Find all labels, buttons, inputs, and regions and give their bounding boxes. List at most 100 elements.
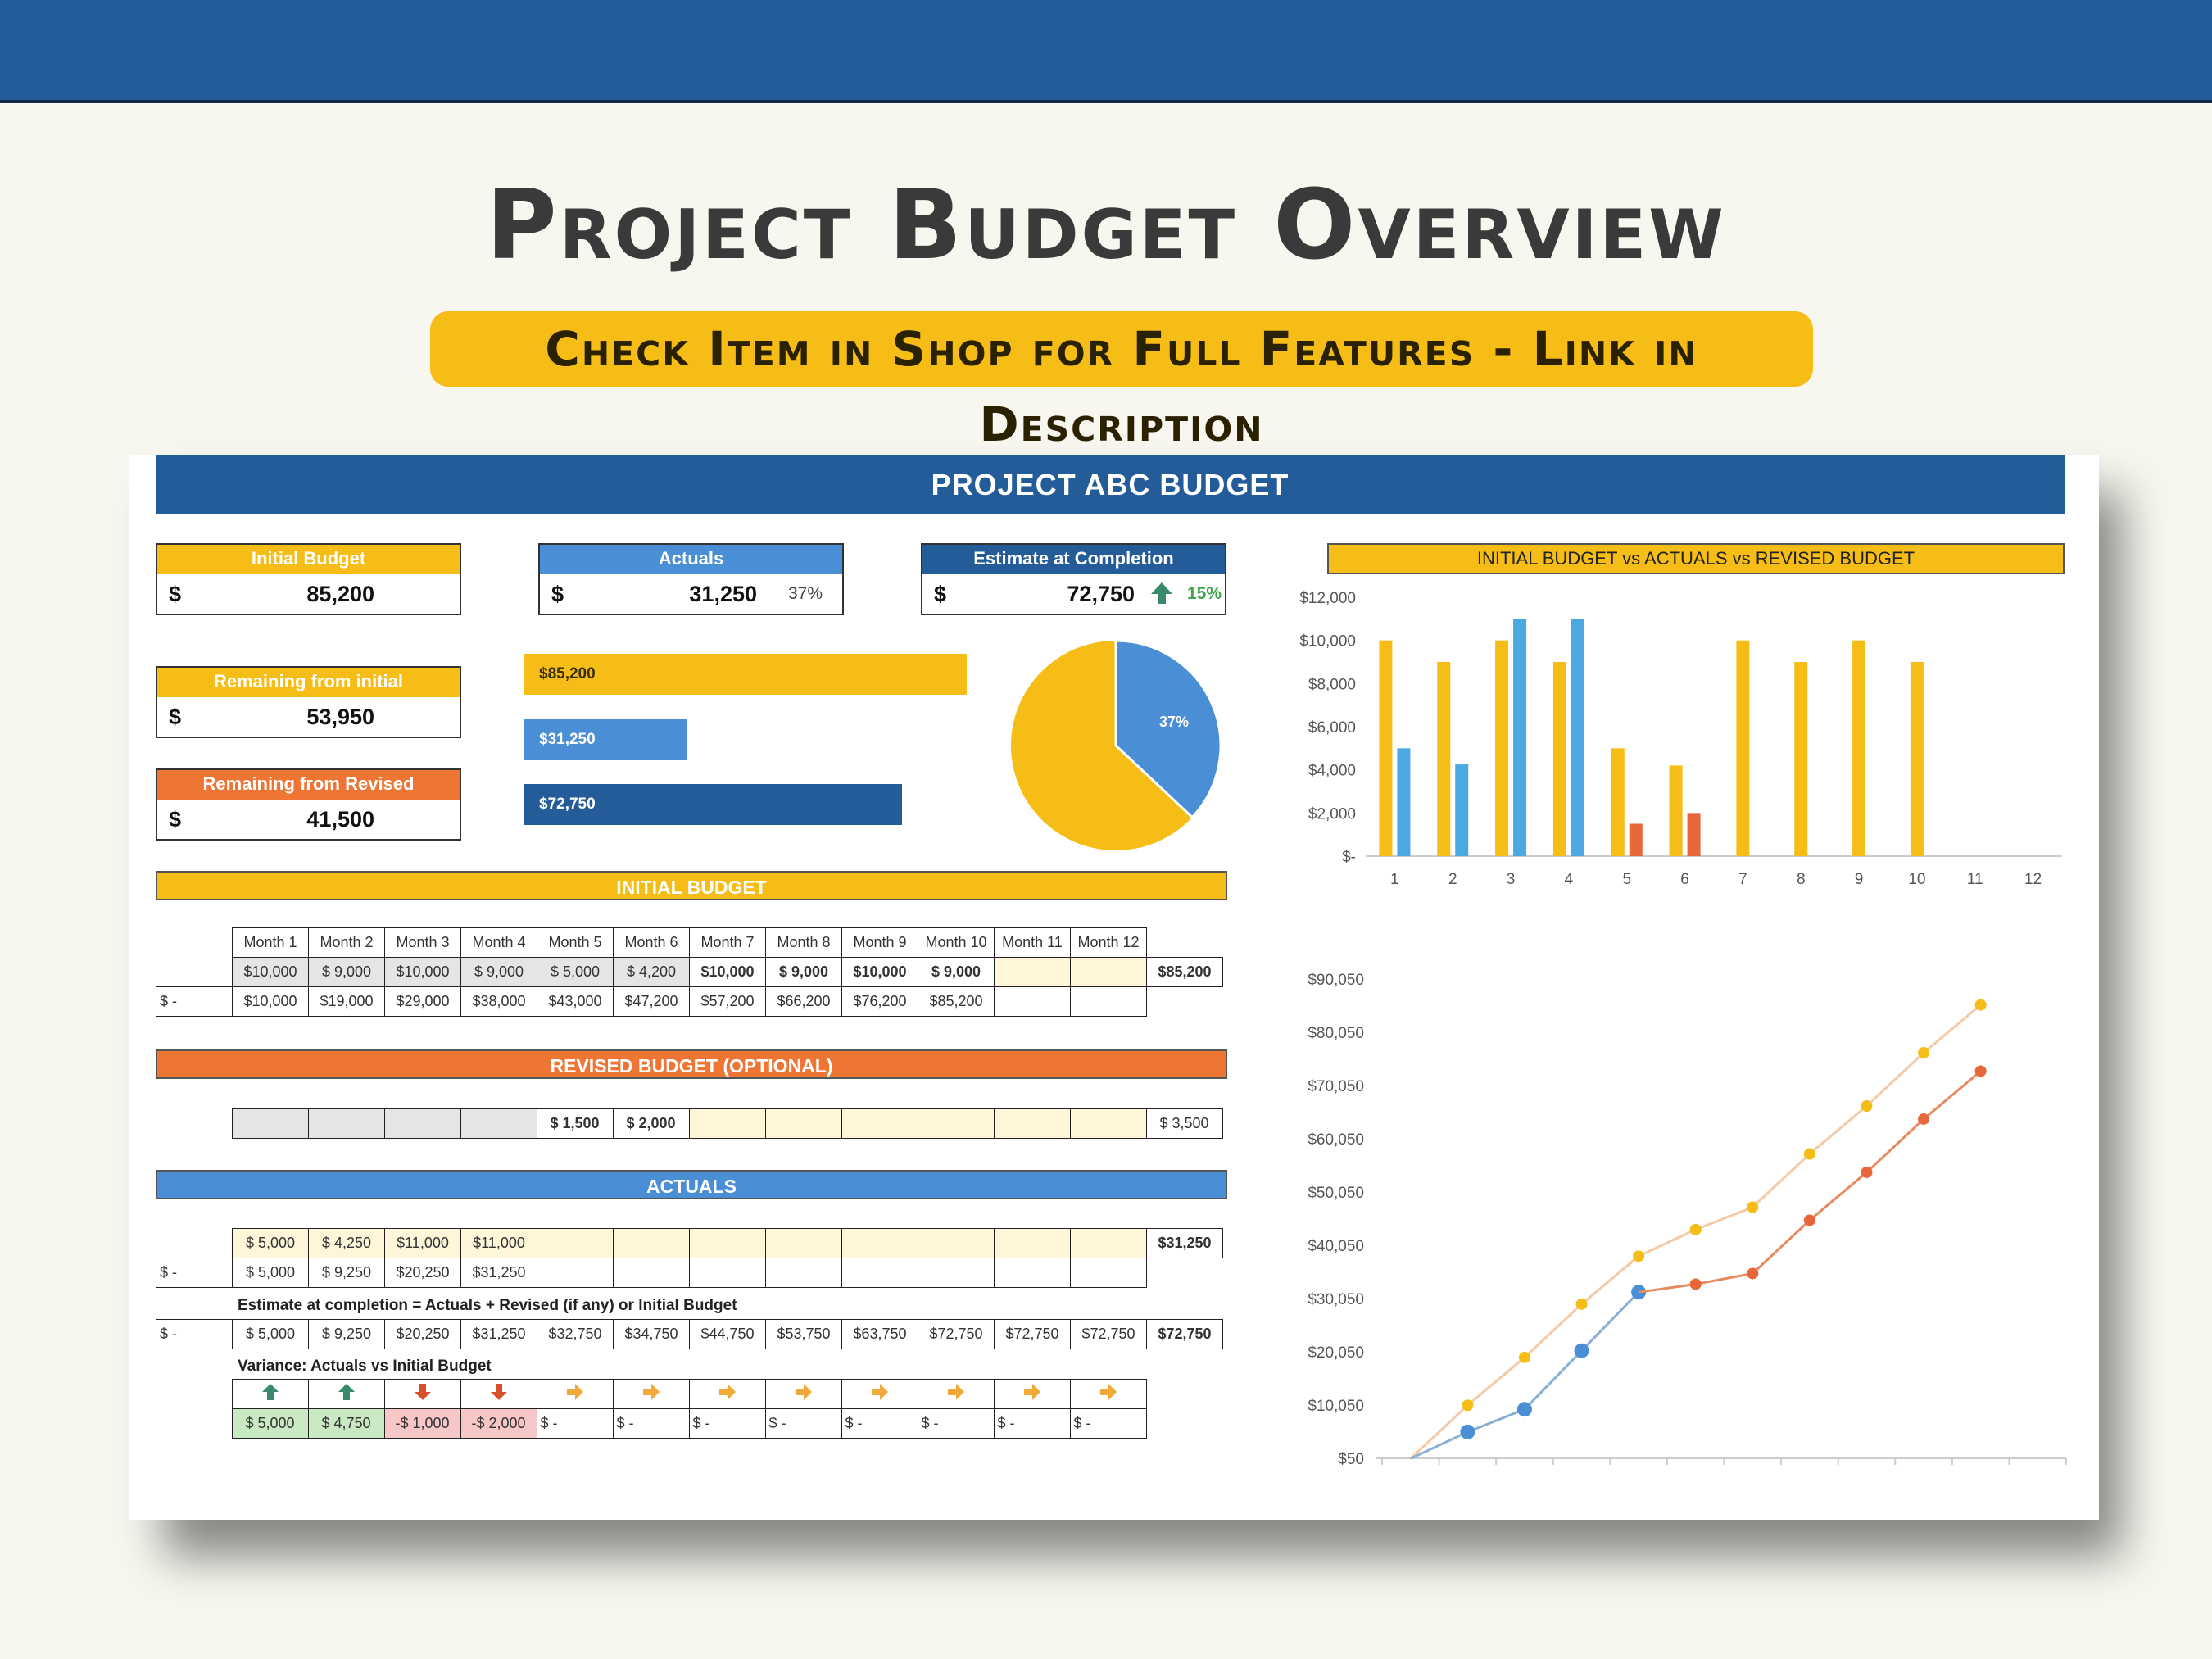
bar-initial-budget <box>1669 765 1683 856</box>
revised-cell <box>841 1108 918 1139</box>
arrow-right-icon <box>688 1379 766 1409</box>
data-point <box>1861 1100 1873 1113</box>
y-tick-label: $12,000 <box>1299 590 1356 607</box>
cumulative-cell <box>1070 986 1147 1017</box>
bar-initial-budget <box>1611 748 1625 856</box>
cumulative-cell <box>994 986 1071 1017</box>
spacer-cell <box>156 958 233 987</box>
bar-actuals <box>1397 748 1411 856</box>
total-cell: $31,250 <box>1146 1228 1223 1258</box>
currency: $ <box>169 705 182 729</box>
bar-initial-budget <box>1736 640 1750 856</box>
y-tick-label: $80,050 <box>1308 1025 1364 1042</box>
table-row: Month 1 Month 2 Month 3 Month 4 Month 5 Month… <box>156 927 1223 958</box>
arrow-right-icon <box>917 1379 995 1409</box>
cumulative-cell <box>537 1258 614 1288</box>
cumulative-cell <box>765 1258 842 1288</box>
currency: $ <box>934 582 947 606</box>
cumulative-cell: $29,000 <box>384 986 461 1017</box>
bar-initial-budget <box>1437 662 1451 856</box>
data-point <box>1689 1278 1702 1290</box>
data-point <box>1918 1047 1930 1059</box>
cumulative-cell: $ 9,250 <box>308 1258 385 1288</box>
data-point <box>1575 1298 1588 1310</box>
month-header: Month 6 <box>613 927 690 958</box>
arrow-right-icon <box>993 1379 1071 1409</box>
budget-cell: $10,000 <box>232 957 309 987</box>
data-point <box>1689 1223 1702 1235</box>
table-row: $ - $10,000 $19,000 $29,000 $38,000 $43,000 $4… <box>156 986 1223 1017</box>
month-header: Month 11 <box>994 927 1071 958</box>
promo-banner[interactable]: Check Item in Shop for Full Features - L… <box>430 311 1813 452</box>
series-line <box>1638 1070 1982 1294</box>
bar-actuals <box>1455 764 1469 856</box>
cumulative-cell <box>689 1258 766 1288</box>
budget-cell <box>1070 957 1147 987</box>
eac-note: Estimate at completion = Actuals + Revis… <box>238 1297 737 1314</box>
arrow-up-icon <box>307 1379 385 1409</box>
cumulative-cell <box>994 1258 1071 1288</box>
arrow-up-icon <box>231 1379 309 1409</box>
cumulative-line-chart: $50 $10,050 $20,050 $30,050 $40,050 $50,050 $6… <box>1308 972 2067 1468</box>
cumulative-cell: $31,250 <box>460 1258 537 1288</box>
section-revised-budget: REVISED BUDGET (OPTIONAL) <box>156 1049 1227 1079</box>
comparison-bar: $72,750 <box>524 784 902 825</box>
budget-cell: $ 5,000 <box>537 957 614 987</box>
total-cell: $ 3,500 <box>1145 1108 1223 1139</box>
actual-cell <box>1070 1228 1147 1258</box>
eac-cell: $72,750 <box>994 1319 1071 1349</box>
data-point <box>1861 1166 1873 1178</box>
eac-cell: $44,750 <box>689 1319 766 1349</box>
series-line <box>1410 1291 1640 1460</box>
variance-cell: $ - <box>917 1408 995 1439</box>
spacer-cell <box>156 928 233 958</box>
pie-label: 37% <box>1159 714 1189 730</box>
revised-cell <box>917 1108 995 1139</box>
variance-cell: $ - <box>612 1408 690 1439</box>
bar-initial-budget <box>1379 640 1393 856</box>
spacer-cell <box>156 1409 232 1439</box>
data-point <box>1574 1343 1589 1358</box>
table-row: $ - $ 5,000 $ 9,250 $20,250 $31,250 <box>156 1258 1223 1288</box>
x-tick-label: 12 <box>2024 871 2042 888</box>
budget-cell: $ 4,200 <box>613 957 690 987</box>
actual-cell <box>537 1228 614 1258</box>
data-point <box>1974 999 1987 1011</box>
revised-cell <box>383 1108 461 1139</box>
month-header: Month 7 <box>689 927 766 958</box>
card-initial-budget: Initial Budget $85,200 <box>156 543 461 615</box>
y-tick-label: $90,050 <box>1308 972 1364 989</box>
card-percent: 37% <box>787 584 823 603</box>
card-value: 31,250 <box>689 582 757 606</box>
bar-initial-budget <box>1852 640 1866 856</box>
x-tick-label: 9 <box>1855 871 1864 888</box>
arrow-right-icon <box>612 1379 690 1409</box>
lead-cell: $ - <box>156 986 233 1017</box>
month-header: Month 1 <box>232 927 309 958</box>
month-header: Month 12 <box>1070 927 1147 958</box>
page-title: Project Budget Overview <box>486 168 1726 281</box>
data-point <box>1516 1402 1532 1417</box>
actual-cell: $11,000 <box>384 1228 461 1258</box>
actual-cell <box>918 1228 995 1258</box>
y-tick-label: $6,000 <box>1308 719 1356 737</box>
card-actuals: Actuals $31,250 37% <box>538 543 844 615</box>
actual-cell <box>841 1228 918 1258</box>
month-header: Month 4 <box>460 927 537 958</box>
card-label: Estimate at Completion <box>922 545 1225 574</box>
card-percent: 15% <box>1186 584 1222 603</box>
month-header: Month 8 <box>765 927 842 958</box>
card-label: Initial Budget <box>157 545 460 574</box>
card-label: Actuals <box>540 545 842 574</box>
card-label: Remaining from initial <box>157 668 460 697</box>
budget-cell: $ 9,000 <box>765 957 842 987</box>
variance-cell: $ 4,750 <box>307 1408 385 1439</box>
x-tick-label: 1 <box>1390 871 1399 888</box>
eac-cell: $ 9,250 <box>308 1319 385 1349</box>
cumulative-cell: $85,200 <box>918 986 995 1017</box>
spacer-cell <box>156 1380 232 1409</box>
arrow-right-icon <box>764 1379 842 1409</box>
spacer-cell <box>1147 928 1223 958</box>
sheet-title: PROJECT ABC BUDGET <box>156 455 2065 514</box>
variance-cell: $ - <box>688 1408 766 1439</box>
